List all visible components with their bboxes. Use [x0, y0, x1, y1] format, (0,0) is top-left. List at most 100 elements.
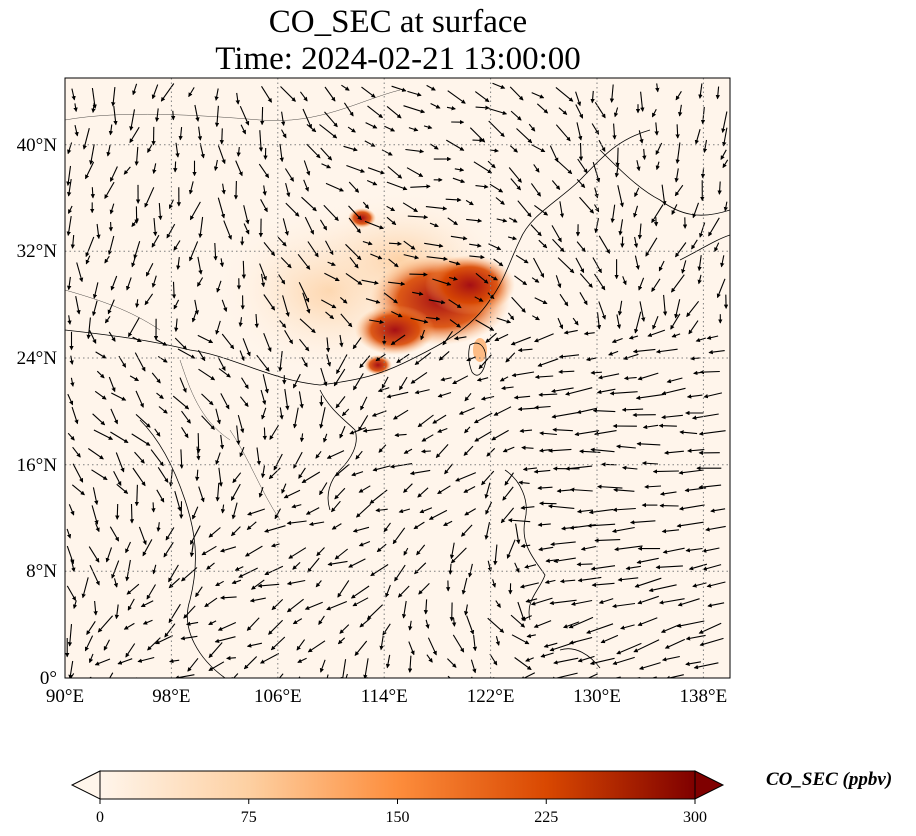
- wind-arrow: [493, 406, 512, 416]
- wind-arrow: [671, 333, 681, 338]
- wind-arrow: [575, 104, 584, 119]
- wind-arrow: [206, 562, 215, 570]
- wind-arrow: [511, 634, 530, 645]
- wind-arrow: [617, 185, 624, 208]
- wind-arrow: [430, 103, 441, 109]
- wind-arrow: [675, 91, 682, 101]
- wind-arrow: [402, 202, 419, 213]
- wind-arrow: [215, 320, 221, 335]
- wind-arrow: [455, 472, 477, 482]
- wind-arrow: [94, 390, 107, 400]
- wind-arrow: [151, 234, 160, 248]
- wind-arrow: [678, 469, 704, 475]
- wind-arrow: [559, 201, 565, 218]
- wind-arrow: [720, 255, 725, 268]
- wind-arrow: [493, 258, 504, 267]
- wind-arrow: [286, 520, 307, 526]
- wind-arrow: [158, 202, 163, 221]
- lat-tick-4: 32°N: [17, 241, 58, 262]
- wind-arrow: [699, 369, 720, 375]
- wind-arrow: [327, 261, 336, 266]
- wind-arrow: [218, 467, 223, 487]
- wind-arrow: [642, 424, 659, 430]
- wind-arrow: [495, 197, 505, 205]
- wind-arrow: [423, 599, 429, 615]
- wind-arrow: [111, 560, 120, 579]
- wind-arrow: [69, 355, 74, 365]
- wind-arrow: [706, 581, 726, 588]
- wind-arrow: [636, 441, 661, 447]
- wind-arrow: [413, 521, 425, 530]
- wind-arrow: [416, 544, 426, 556]
- wind-arrow: [107, 299, 115, 315]
- wind-arrow: [66, 545, 75, 565]
- wind-arrow: [579, 196, 594, 214]
- wind-arrow: [321, 299, 337, 309]
- wind-arrow: [407, 655, 413, 673]
- wind-arrow: [585, 357, 598, 362]
- wind-arrow: [327, 560, 348, 567]
- wind-arrow: [262, 185, 267, 196]
- wind-arrow: [565, 387, 593, 396]
- wind-arrow: [583, 331, 595, 336]
- wind-arrow: [423, 124, 433, 130]
- wind-arrow: [263, 242, 276, 257]
- wind-arrow: [487, 160, 496, 169]
- wind-arrow: [307, 557, 320, 573]
- wind-arrow: [550, 672, 578, 678]
- wind-arrow: [638, 130, 644, 144]
- wind-arrow: [473, 412, 493, 424]
- wind-arrow: [238, 567, 258, 578]
- wind-arrow: [685, 547, 703, 553]
- colorbar-tick-3: 225: [534, 809, 558, 826]
- wind-arrow: [528, 123, 536, 132]
- wind-arrow: [492, 82, 506, 89]
- wind-arrow: [352, 337, 362, 350]
- wind-arrow: [414, 389, 430, 395]
- wind-arrow: [714, 242, 720, 252]
- wind-arrow: [394, 432, 407, 438]
- wind-arrow: [555, 124, 571, 142]
- wind-arrow: [93, 600, 98, 616]
- wind-arrow: [174, 337, 188, 350]
- wind-arrow: [84, 635, 94, 652]
- wind-arrow: [692, 202, 700, 219]
- wind-arrow: [180, 635, 198, 641]
- wind-arrow: [241, 377, 249, 390]
- wind-arrow: [127, 598, 135, 611]
- wind-arrow: [367, 167, 385, 175]
- wind-arrow: [621, 465, 638, 471]
- wind-arrow: [539, 431, 557, 436]
- wind-arrow: [279, 407, 284, 420]
- wind-arrow: [134, 299, 140, 308]
- wind-arrow: [291, 504, 302, 509]
- wind-arrow: [592, 408, 616, 413]
- wind-arrow: [145, 263, 154, 277]
- wind-arrow: [160, 83, 175, 102]
- wind-arrow: [319, 659, 326, 673]
- wind-arrow: [674, 184, 684, 197]
- wind-arrow: [173, 240, 181, 251]
- wind-arrow: [243, 205, 250, 225]
- wind-arrow: [662, 294, 668, 316]
- wind-arrow: [620, 236, 625, 248]
- wind-arrow: [237, 414, 245, 434]
- wind-arrow: [437, 485, 451, 495]
- wind-arrow: [246, 642, 263, 648]
- wind-arrow: [171, 281, 177, 299]
- wind-arrow: [170, 110, 176, 121]
- wind-arrow: [534, 333, 554, 343]
- wind-arrow: [189, 241, 199, 262]
- wind-arrow: [661, 529, 680, 534]
- wind-arrow: [388, 258, 399, 268]
- wind-arrow: [235, 92, 240, 105]
- wind-arrow: [576, 562, 593, 567]
- wind-arrow: [361, 86, 376, 98]
- wind-arrow: [385, 654, 391, 669]
- wind-arrow: [520, 505, 535, 510]
- wind-arrow: [335, 396, 346, 409]
- wind-arrow: [544, 579, 556, 585]
- wind-arrow: [540, 652, 554, 658]
- wind-arrow: [370, 253, 383, 260]
- wind-arrow: [525, 657, 534, 662]
